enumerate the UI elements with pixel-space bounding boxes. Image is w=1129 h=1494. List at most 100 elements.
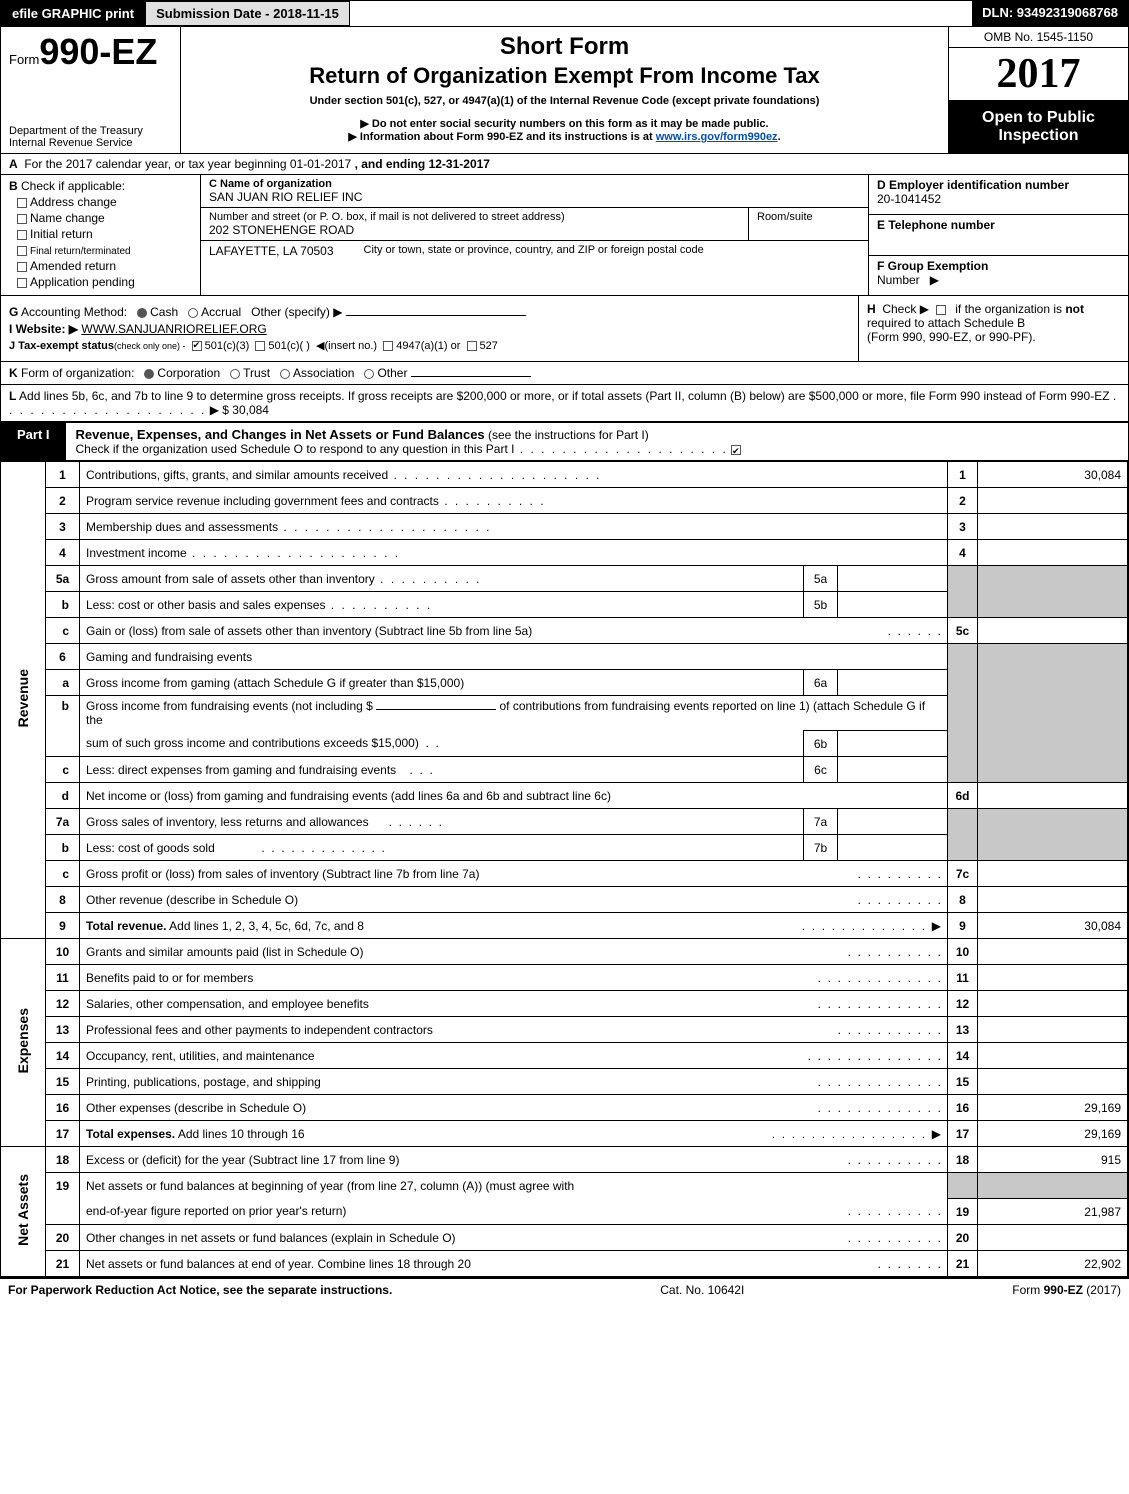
checkbox-name-change[interactable] <box>17 214 27 224</box>
label-g: G <box>9 305 18 319</box>
line-desc: Printing, publications, postage, and shi… <box>80 1069 948 1095</box>
i-website-value: WWW.SANJUANRIORELIEF.ORG <box>81 322 266 336</box>
instructions-link[interactable]: www.irs.gov/form990ez <box>656 131 778 143</box>
radio-association[interactable] <box>280 369 290 379</box>
h-not: not <box>1065 302 1084 316</box>
line-amount: 29,169 <box>978 1121 1128 1147</box>
line-desc: Membership dues and assessments <box>80 514 948 540</box>
line-no: d <box>46 783 80 809</box>
line-desc: Less: direct expenses from gaming and fu… <box>80 757 804 783</box>
g-cash: Cash <box>150 305 178 319</box>
line-desc: Professional fees and other payments to … <box>80 1017 948 1043</box>
checkbox-address-change[interactable] <box>17 198 27 208</box>
checkbox-schedule-o[interactable] <box>731 445 741 455</box>
line-desc-bold: Total revenue. <box>86 919 166 933</box>
dept-treasury: Department of the Treasury <box>9 125 172 137</box>
h-text3: required to attach Schedule B <box>867 316 1025 330</box>
line-ref: 2 <box>948 488 978 514</box>
line-desc: Net income or (loss) from gaming and fun… <box>80 783 948 809</box>
checkbox-initial-return[interactable] <box>17 230 27 240</box>
checkbox-527[interactable] <box>467 341 477 351</box>
g-other-input[interactable] <box>346 315 526 316</box>
line-desc-part1: Gross income from fundraising events (no… <box>86 699 376 713</box>
checkbox-h[interactable] <box>936 305 946 315</box>
line-amount <box>978 540 1128 566</box>
line-ref: 1 <box>948 462 978 488</box>
line-desc: Net assets or fund balances at end of ye… <box>80 1251 948 1277</box>
j-o4: 527 <box>480 340 498 352</box>
line-desc: Gross sales of inventory, less returns a… <box>80 809 804 835</box>
checkbox-4947a1[interactable] <box>383 341 393 351</box>
radio-other[interactable] <box>364 369 374 379</box>
h-text2: if the organization is <box>955 302 1065 316</box>
line-4: 4 Investment income 4 <box>1 540 1128 566</box>
footer-paperwork: For Paperwork Reduction Act Notice, see … <box>8 1283 392 1297</box>
j-o3: 4947(a)(1) or <box>396 340 460 352</box>
line-ref: 10 <box>948 939 978 965</box>
line-16: 16 Other expenses (describe in Schedule … <box>1 1095 1128 1121</box>
h-text4: (Form 990, 990-EZ, or 990-PF). <box>867 330 1036 344</box>
radio-cash[interactable] <box>137 308 147 318</box>
net-assets-vertical-label: Net Assets <box>1 1147 46 1277</box>
checkbox-application-pending[interactable] <box>17 278 27 288</box>
line-ref: 20 <box>948 1225 978 1251</box>
line-no: 16 <box>46 1095 80 1121</box>
efile-print-button[interactable]: efile GRAPHIC print <box>1 1 145 26</box>
line-ref: 16 <box>948 1095 978 1121</box>
line-2: 2 Program service revenue including gove… <box>1 488 1128 514</box>
radio-trust[interactable] <box>230 369 240 379</box>
g-accounting-method: G Accounting Method: Cash Accrual Other … <box>9 305 850 319</box>
sub-line-no: 7b <box>804 835 838 861</box>
checkbox-amended-return[interactable] <box>17 262 27 272</box>
form-990ez-page: efile GRAPHIC print Submission Date - 20… <box>0 0 1129 1278</box>
radio-corporation[interactable] <box>144 369 154 379</box>
checkbox-final-return[interactable] <box>17 246 27 256</box>
line-amount <box>978 991 1128 1017</box>
dln-badge: DLN: 93492319068768 <box>972 1 1128 26</box>
grey-cell <box>948 1173 978 1199</box>
part-1-title: Revenue, Expenses, and Changes in Net As… <box>66 423 1128 460</box>
sub-line-no: 5a <box>804 566 838 592</box>
line-amount <box>978 1017 1128 1043</box>
g-text: Accounting Method: <box>21 305 127 319</box>
sub-line-val <box>838 809 948 835</box>
line-amount <box>978 488 1128 514</box>
line-desc: Benefits paid to or for members. . . . .… <box>80 965 948 991</box>
checkbox-501c[interactable] <box>255 341 265 351</box>
line-no: 18 <box>46 1147 80 1173</box>
line-amount: 30,084 <box>978 462 1128 488</box>
radio-accrual[interactable] <box>188 308 198 318</box>
line-desc: Net assets or fund balances at beginning… <box>80 1173 948 1199</box>
warning-info-end: . <box>778 131 781 143</box>
k-other-input[interactable] <box>411 376 531 377</box>
line-desc: Other revenue (describe in Schedule O). … <box>80 887 948 913</box>
header-right: OMB No. 1545-1150 2017 Open to Public In… <box>948 27 1128 153</box>
line-desc: Grants and similar amounts paid (list in… <box>80 939 948 965</box>
sub-line-val <box>838 731 948 757</box>
sub-line-no: 5b <box>804 592 838 618</box>
i-website: I Website: ▶ WWW.SANJUANRIORELIEF.ORG <box>9 322 850 336</box>
section-g-h-i-j: G Accounting Method: Cash Accrual Other … <box>1 295 1128 361</box>
line-13: 13 Professional fees and other payments … <box>1 1017 1128 1043</box>
line-no: 20 <box>46 1225 80 1251</box>
c-addr-label: Number and street (or P. O. box, if mail… <box>209 211 740 223</box>
line-21: 21 Net assets or fund balances at end of… <box>1 1251 1128 1277</box>
line-18: Net Assets 18 Excess or (deficit) for th… <box>1 1147 1128 1173</box>
line-desc: sum of such gross income and contributio… <box>80 731 804 757</box>
sub-line-val <box>838 670 948 696</box>
checkbox-501c3[interactable] <box>192 341 202 351</box>
sub-line-val <box>838 592 948 618</box>
part-1-table: Revenue 1 Contributions, gifts, grants, … <box>1 461 1128 1277</box>
line-no: c <box>46 757 80 783</box>
line-amount <box>978 887 1128 913</box>
line-desc: Excess or (deficit) for the year (Subtra… <box>80 1147 948 1173</box>
fundraising-amount-input[interactable] <box>376 709 496 710</box>
line-19b: end-of-year figure reported on prior yea… <box>1 1199 1128 1225</box>
c-city: LAFAYETTE, LA 70503 <box>209 244 334 292</box>
line-no: 3 <box>46 514 80 540</box>
section-g-i-j: G Accounting Method: Cash Accrual Other … <box>1 296 858 361</box>
line-no: 12 <box>46 991 80 1017</box>
line-ref: 14 <box>948 1043 978 1069</box>
line-amount: 915 <box>978 1147 1128 1173</box>
cb-label-2: Initial return <box>30 227 93 241</box>
